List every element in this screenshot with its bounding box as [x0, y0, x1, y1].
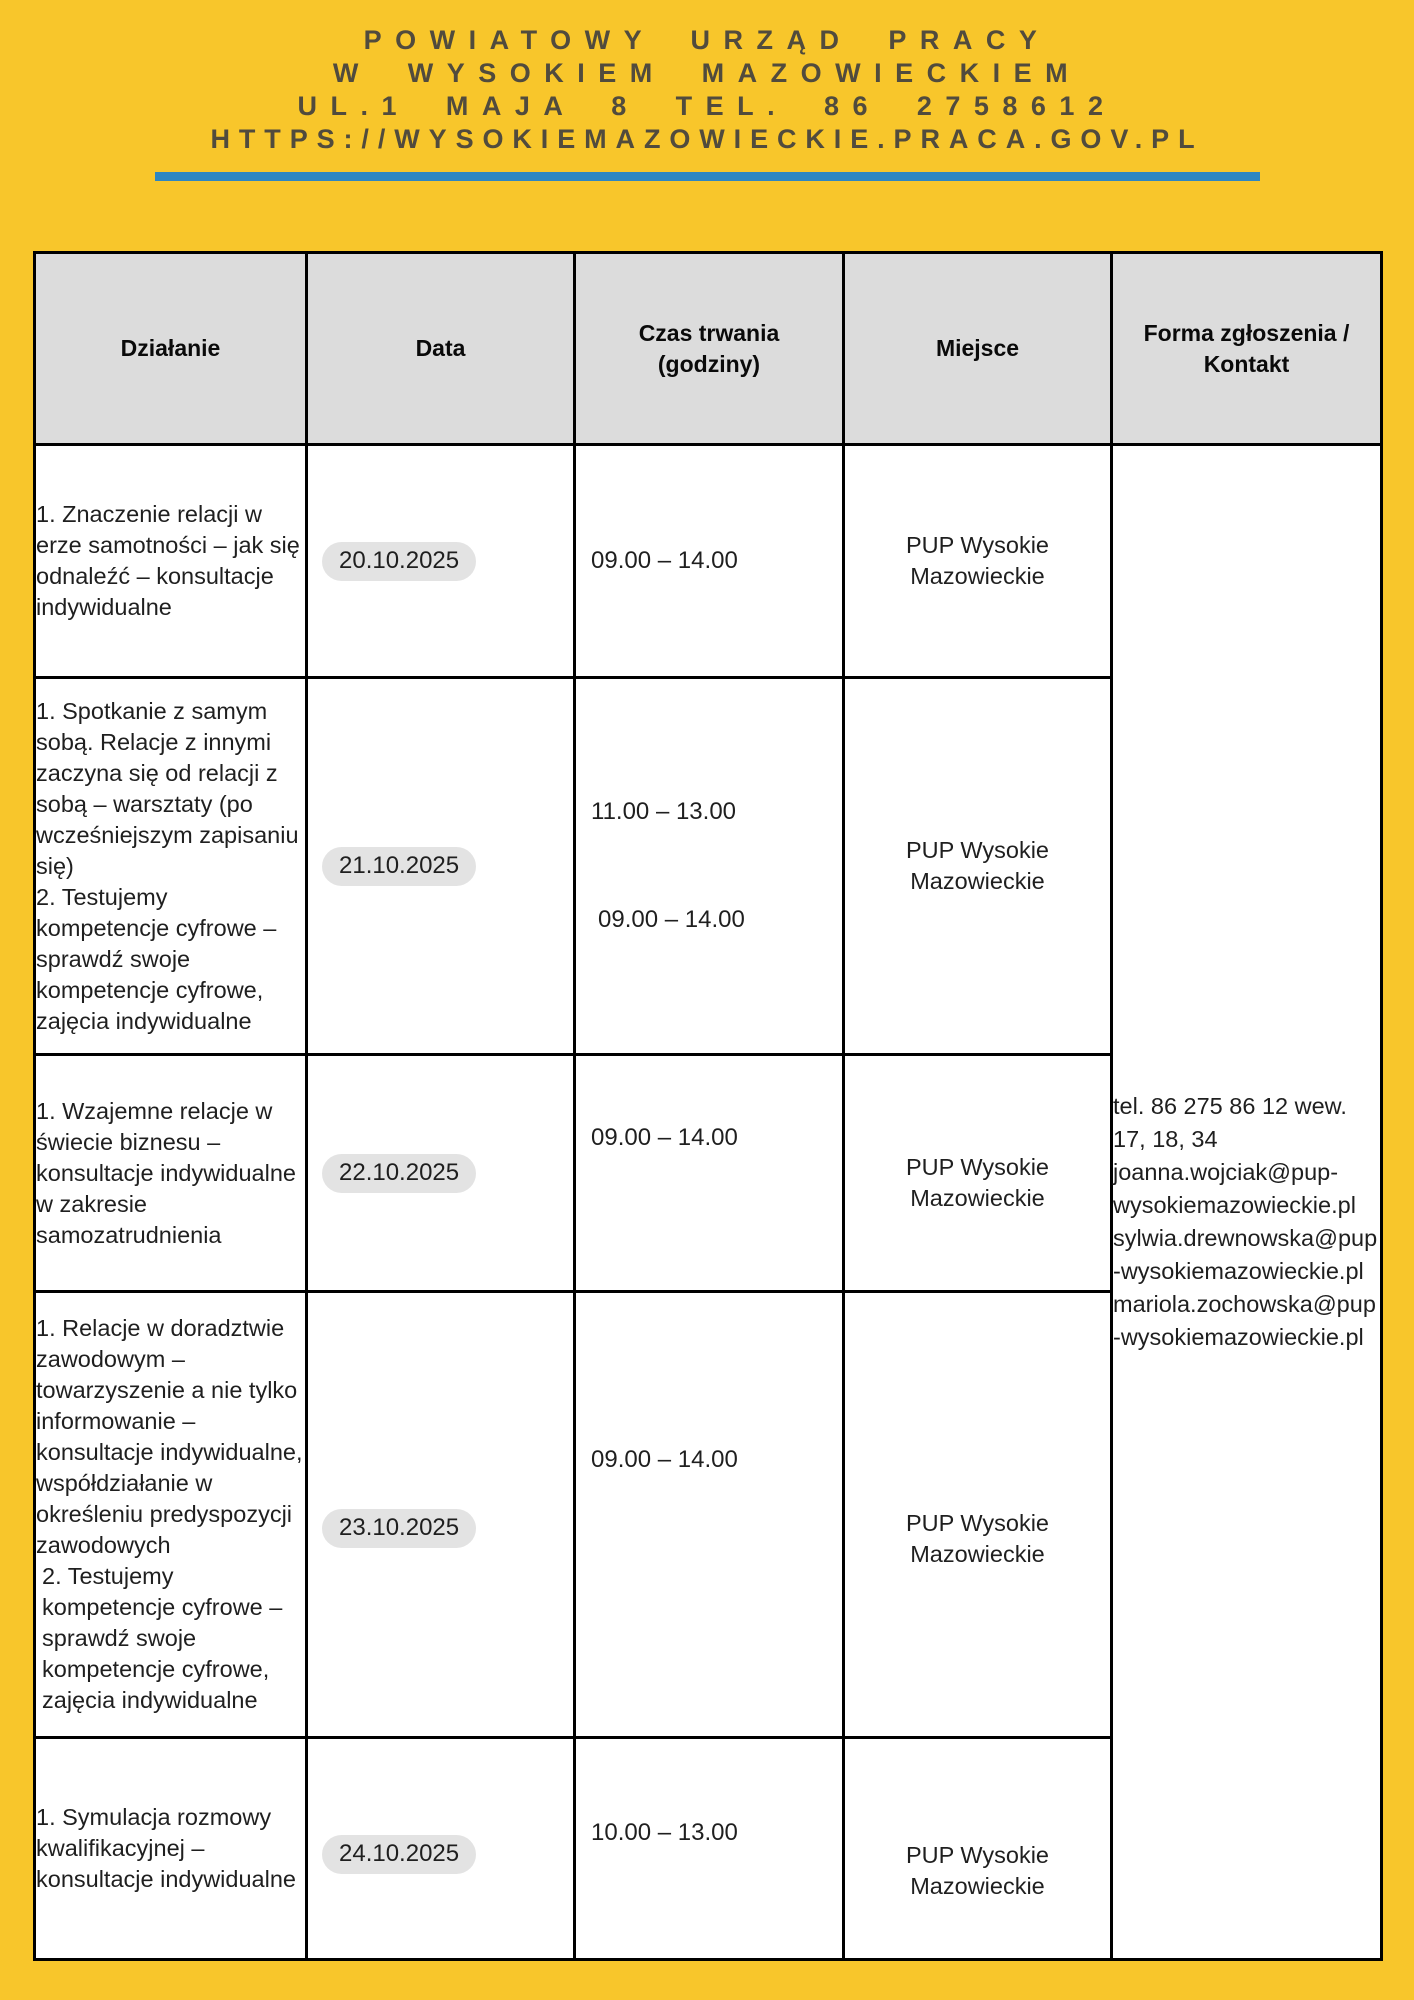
place-text: PUP Wysokie Mazowieckie	[905, 1841, 1049, 1899]
table-row: 1. Symulacja rozmowy kwalifikacyjnej – k…	[33, 1736, 1382, 1961]
column-header-place: Miejsce	[842, 251, 1113, 446]
date-cell: 24.10.2025	[305, 1736, 576, 1961]
table-row: 1. Relacje w doradztwie zawodowym – towa…	[33, 1290, 1382, 1739]
action-cell: 1. Symulacja rozmowy kwalifikacyjnej – k…	[33, 1736, 308, 1961]
masthead: POWIATOWY URZĄD PRACY W WYSOKIEM MAZOWIE…	[0, 0, 1414, 156]
date-badge: 20.10.2025	[322, 541, 477, 581]
place-cell: PUP Wysokie Mazowieckie	[842, 1290, 1113, 1739]
action-cell: 1. Wzajemne relacje w świecie biznesu – …	[33, 1053, 308, 1293]
time-cell: 09.00 – 14.00	[573, 1053, 845, 1293]
place-cell: PUP Wysokie Mazowieckie	[842, 1053, 1113, 1293]
time-text: 11.00 – 13.00	[591, 798, 737, 825]
table-row: 1. Znaczenie relacji w erze samotności –…	[33, 443, 1383, 1961]
date-cell: 23.10.2025	[305, 1290, 576, 1739]
org-website-url: HTTPS://WYSOKIEMAZOWIECKIE.PRACA.GOV.PL	[210, 124, 1204, 154]
action-cell: 1. Znaczenie relacji w erze samotności –…	[33, 443, 308, 679]
date-cell: 20.10.2025	[305, 443, 576, 679]
table-header-row: Działanie Data Czas trwania (godziny) Mi…	[33, 251, 1383, 446]
blue-divider-bar	[154, 172, 1260, 181]
place-text: PUP Wysokie Mazowieckie	[905, 837, 1049, 894]
column-header-place-label: Miejsce	[935, 335, 1020, 361]
org-name-line1: POWIATOWY URZĄD PRACY	[363, 25, 1051, 55]
date-badge: 24.10.2025	[322, 1835, 477, 1874]
time-text: 10.00 – 13.00	[591, 1818, 738, 1846]
action-text: 2. Testujemy kompetencje cyfrowe – spraw…	[42, 1563, 283, 1713]
contact-email-1: joanna.wojciak@pup-wysokiemazowieckie.pl	[1113, 1159, 1356, 1218]
date-cell: 21.10.2025	[305, 676, 576, 1056]
column-header-contact-label: Forma zgłoszenia /	[1143, 319, 1350, 346]
column-header-duration-sublabel: (godziny)	[657, 350, 761, 377]
date-badge: 22.10.2025	[322, 1153, 477, 1193]
action-text: 2. Testujemy kompetencje cyfrowe – spraw…	[36, 883, 277, 1034]
action-cell: 1. Spotkanie z samym sobą. Relacje z inn…	[33, 676, 308, 1056]
table-row: 1. Spotkanie z samym sobą. Relacje z inn…	[33, 676, 1382, 1056]
action-text: 1. Wzajemne relacje w świecie biznesu – …	[36, 1097, 296, 1248]
column-header-duration: Czas trwania (godziny)	[573, 251, 845, 446]
table-row: 1. Wzajemne relacje w świecie biznesu – …	[33, 1053, 1382, 1293]
place-text: PUP Wysokie Mazowieckie	[905, 1509, 1049, 1567]
time-cell: 11.00 – 13.00 09.00 – 14.00	[573, 676, 845, 1056]
org-name-line2: W WYSOKIEM MAZOWIECKIEM	[332, 58, 1082, 88]
action-text: 1. Symulacja rozmowy kwalifikacyjnej – k…	[36, 1804, 296, 1892]
column-header-contact: Forma zgłoszenia / Kontakt	[1110, 251, 1383, 446]
place-text: PUP Wysokie Mazowieckie	[905, 1154, 1049, 1211]
time-cell: 09.00 – 14.00	[573, 443, 845, 679]
column-header-date-label: Data	[415, 335, 466, 361]
time-cell: 09.00 – 14.00	[573, 1290, 845, 1739]
action-text: 1. Spotkanie z samym sobą. Relacje z inn…	[36, 697, 299, 879]
column-header-action: Działanie	[33, 251, 308, 446]
column-header-date: Data	[305, 251, 576, 446]
place-text: PUP Wysokie Mazowieckie	[905, 532, 1049, 589]
time-text: 09.00 – 14.00	[591, 547, 738, 574]
date-badge: 23.10.2025	[322, 1509, 477, 1548]
date-badge: 21.10.2025	[322, 846, 477, 886]
time-text: 09.00 – 14.00	[598, 906, 745, 933]
action-text: 1. Znaczenie relacji w erze samotności –…	[36, 501, 300, 620]
contact-phone: tel. 86 275 86 12 wew. 17, 18, 34	[1113, 1093, 1347, 1152]
place-cell: PUP Wysokie Mazowieckie	[842, 1736, 1113, 1961]
place-cell: PUP Wysokie Mazowieckie	[842, 676, 1113, 1056]
action-cell: 1. Relacje w doradztwie zawodowym – towa…	[33, 1290, 308, 1739]
time-text: 09.00 – 14.00	[591, 1445, 738, 1473]
contact-email-3: mariola.zochowska@pup-wysokiemazowieckie…	[1113, 1291, 1376, 1350]
date-cell: 22.10.2025	[305, 1053, 576, 1293]
org-address-phone: UL.1 MAJA 8 TEL. 86 2758612	[297, 91, 1117, 121]
contact-block: tel. 86 275 86 12 wew. 17, 18, 34 joanna…	[1113, 1090, 1380, 1354]
contact-email-2: sylwia.drewnowska@pup-wysokiemazowieckie…	[1113, 1225, 1378, 1284]
place-cell: PUP Wysokie Mazowieckie	[842, 443, 1113, 679]
contact-cell: tel. 86 275 86 12 wew. 17, 18, 34 joanna…	[1110, 443, 1383, 1961]
column-header-duration-label: Czas trwania	[638, 319, 780, 346]
time-text: 09.00 – 14.00	[591, 1124, 738, 1151]
column-header-action-label: Działanie	[120, 335, 221, 361]
time-cell: 10.00 – 13.00	[573, 1736, 845, 1961]
column-header-contact-sublabel: Kontakt	[1203, 350, 1290, 377]
schedule-table: Działanie Data Czas trwania (godziny) Mi…	[33, 251, 1383, 1961]
action-text: 1. Relacje w doradztwie zawodowym – towa…	[36, 1315, 303, 1558]
